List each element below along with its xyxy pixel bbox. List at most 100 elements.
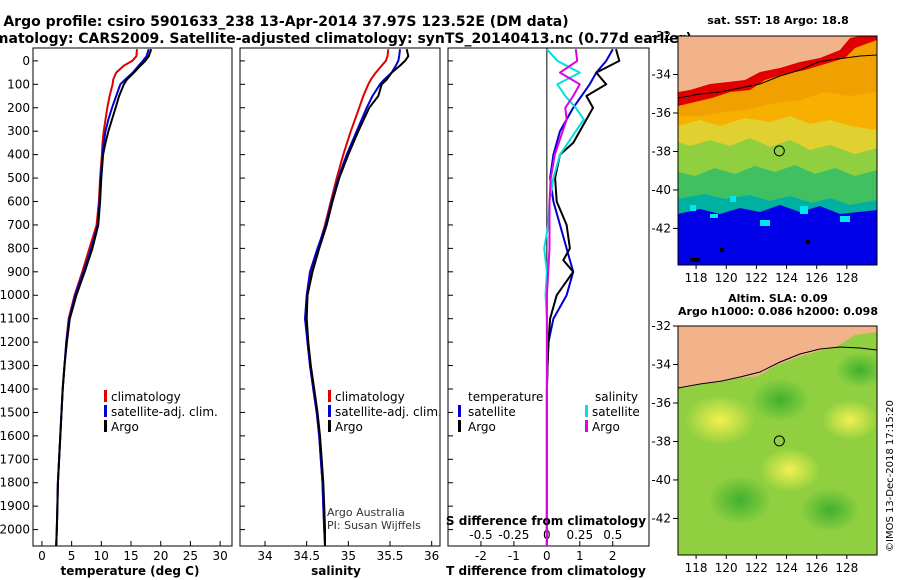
- lon-tick-label: 122: [745, 271, 768, 285]
- legend-label-sal-satellite: satellite: [592, 405, 640, 419]
- difference-salinity-axis: -0.5-0.2500.250.5: [469, 528, 622, 542]
- salinity-difference-tick-label: 0.5: [603, 528, 622, 542]
- depth-axis: 0 100 200 300 400 500 600 700 800 900 1000 1100 1200…: [0, 54, 38, 537]
- x-tick-label: 25: [183, 549, 198, 563]
- lon-tick-label: 118: [685, 561, 708, 575]
- sst-map-frame: [677, 35, 878, 266]
- lon-tick-label: 120: [715, 271, 738, 285]
- lat-tick-label: -36: [651, 106, 671, 120]
- legend-swatch-climatology: [104, 390, 107, 402]
- depth-tick-label: 1000: [0, 288, 30, 302]
- sst-map: sat. SST: 18 Argo: 18.8 -32-34-36-38-40-…: [651, 14, 878, 285]
- lat-tick-label: -36: [651, 396, 671, 410]
- depth-tick-label: 1200: [0, 335, 30, 349]
- legend-heading-temperature: temperature: [468, 390, 543, 404]
- salinity-y-ticks: [240, 60, 245, 531]
- x-tick-label: 34.5: [293, 549, 320, 563]
- legend-label-argo: Argo: [111, 420, 139, 434]
- depth-tick-label: 900: [7, 265, 30, 279]
- lat-tick-label: -32: [651, 319, 671, 333]
- sla-map-lat-axis: -32 -34 -36 -38 -40 -42: [651, 319, 678, 525]
- x-tick-label: 30: [212, 549, 227, 563]
- lat-tick-label: -38: [651, 434, 671, 448]
- x-tick-label: 35: [341, 549, 356, 563]
- temperature-lines: [55, 48, 153, 546]
- lon-tick-label: 124: [775, 271, 798, 285]
- x-tick-label: -1: [508, 549, 520, 563]
- legend-label-temp-argo: Argo: [468, 420, 496, 434]
- x-tick-label: 15: [123, 549, 138, 563]
- legend-label-satellite: satellite-adj. clim.: [335, 405, 442, 419]
- x-tick-label: 5: [68, 549, 76, 563]
- sla-map-lon-axis: 118 120 122 124 126 128: [685, 555, 858, 575]
- lon-tick-label: 126: [805, 271, 828, 285]
- sla-map-frame: [677, 325, 878, 556]
- figure-title: Argo profile: csiro 5901633_238 13-Apr-2…: [3, 14, 568, 30]
- x-tick-label: 0: [543, 549, 551, 563]
- legend-swatch-argo: [104, 420, 107, 432]
- depth-tick-label: 0: [22, 54, 30, 68]
- x-tick-label: 10: [94, 549, 109, 563]
- difference-xlabel-salinity: S difference from climatology: [446, 514, 646, 528]
- lon-tick-label: 120: [715, 561, 738, 575]
- salinity-legend: climatology satellite-adj. clim. Argo: [328, 390, 442, 434]
- legend-label-climatology: climatology: [111, 390, 181, 404]
- lat-tick-label: -34: [651, 357, 671, 371]
- sst-map-field: [678, 36, 877, 265]
- depth-tick-label: 1700: [0, 452, 30, 466]
- x-tick-label: 34: [257, 549, 272, 563]
- depth-tick-label: 1600: [0, 429, 30, 443]
- legend-label-climatology: climatology: [335, 390, 405, 404]
- lon-tick-label: 128: [835, 561, 858, 575]
- salinity-x-axis: 34 34.5 35 35.5 36: [257, 541, 439, 563]
- salinity-xlabel: salinity: [311, 564, 361, 578]
- lat-tick-label: -40: [651, 183, 671, 197]
- depth-tick-label: 700: [7, 218, 30, 232]
- salinity-difference-tick-label: 0.25: [566, 528, 593, 542]
- lat-tick-label: -42: [651, 221, 671, 235]
- temperature-frame: [32, 47, 233, 547]
- x-tick-label: 1: [576, 549, 584, 563]
- legend-label-argo: Argo: [335, 420, 363, 434]
- float-position-marker: [773, 145, 785, 157]
- lat-tick-label: -42: [651, 511, 671, 525]
- salinity-lines: [304, 48, 410, 546]
- float-position-marker: [773, 435, 785, 447]
- difference-y-ticks: [448, 60, 453, 531]
- lon-tick-label: 126: [805, 561, 828, 575]
- lon-tick-label: 128: [835, 271, 858, 285]
- x-tick-label: 20: [153, 549, 168, 563]
- lat-tick-label: -40: [651, 473, 671, 487]
- x-tick-label: 35.5: [377, 549, 404, 563]
- depth-tick-label: 1500: [0, 405, 30, 419]
- depth-tick-label: 1300: [0, 359, 30, 373]
- temperature-legend: climatology satellite-adj. clim. Argo: [104, 390, 218, 434]
- difference-xlabel: T difference from climatology: [446, 564, 646, 578]
- sla-map-field: [678, 326, 877, 555]
- difference-x-axis: -2 -1 0 1 2: [475, 541, 617, 563]
- sla-map: Altim. SLA: 0.09 Argo h1000: 0.086 h2000…: [651, 292, 878, 575]
- legend-swatch-sal-argo: [585, 420, 588, 432]
- sst-map-lon-axis: 118 120 122 124 126 128: [685, 265, 858, 285]
- legend-swatch-argo: [328, 420, 331, 432]
- copyright-stamp: ©IMOS 13-Dec-2018 17:15:20: [885, 400, 896, 552]
- lon-tick-label: 124: [775, 561, 798, 575]
- depth-tick-label: 200: [7, 101, 30, 115]
- depth-tick-label: 1100: [0, 312, 30, 326]
- x-tick-label: 0: [38, 549, 46, 563]
- lon-tick-label: 122: [745, 561, 768, 575]
- x-tick-label: 2: [609, 549, 617, 563]
- depth-tick-label: 500: [7, 171, 30, 185]
- temperature-xlabel: temperature (deg C): [61, 564, 200, 578]
- temperature-panel: 0100200300400500600700800900100011001200…: [0, 47, 233, 578]
- sla-map-subtitle: Argo h1000: 0.086 h2000: 0.098: [678, 305, 878, 318]
- legend-heading-salinity: salinity: [595, 390, 638, 404]
- legend-swatch-climatology: [328, 390, 331, 402]
- difference-lines: [543, 48, 621, 546]
- depth-tick-label: 100: [7, 77, 30, 91]
- lat-tick-label: -34: [651, 67, 671, 81]
- series-line-argo: [305, 48, 410, 546]
- series-line-argo: [55, 48, 153, 546]
- salinity-frame: [239, 47, 441, 547]
